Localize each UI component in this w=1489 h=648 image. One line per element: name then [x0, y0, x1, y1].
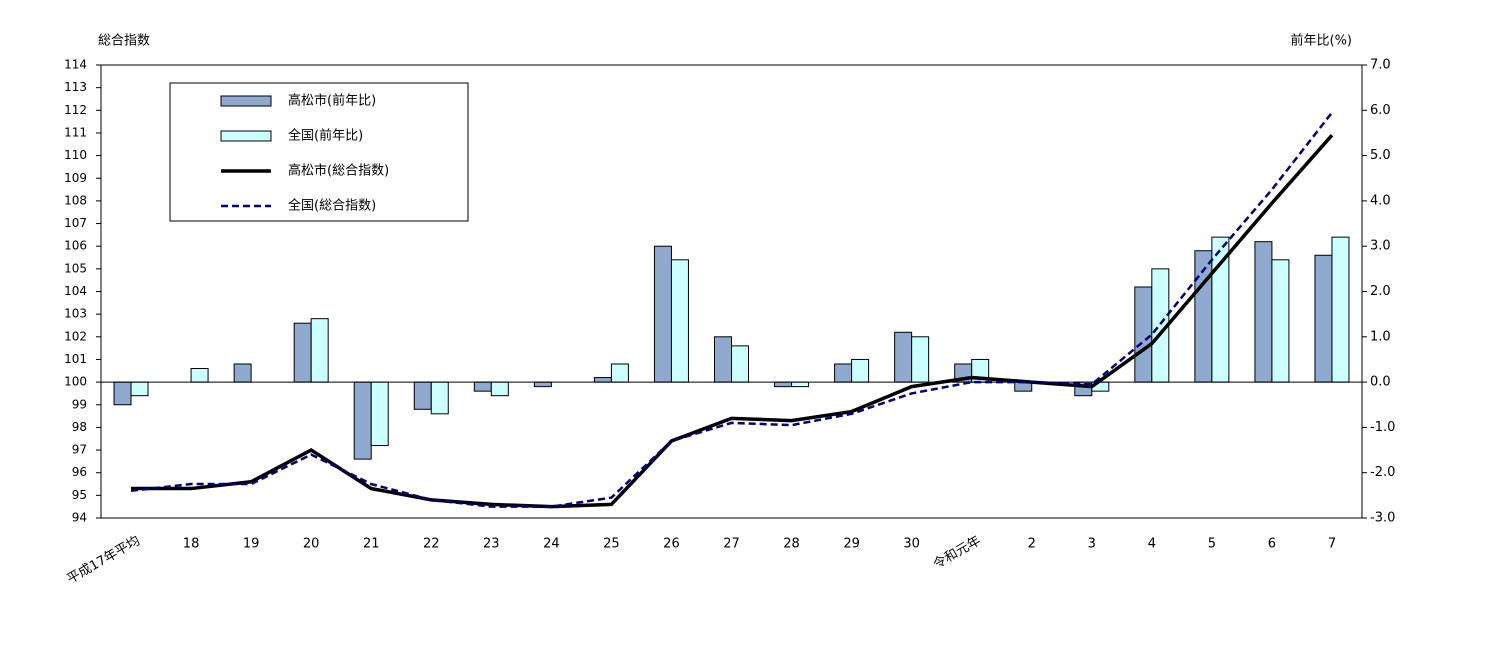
bar — [1254, 241, 1273, 383]
x-tick-label: 23 — [483, 537, 500, 552]
bar — [113, 381, 132, 406]
x-tick-label: 21 — [363, 537, 380, 552]
y2-tick-label: 1.0 — [1370, 329, 1391, 344]
y-tick-label: 110 — [64, 148, 87, 162]
bar — [714, 336, 732, 383]
bar — [851, 358, 870, 383]
bar — [894, 331, 913, 383]
y-tick-label: 100 — [64, 375, 87, 389]
bar — [791, 381, 810, 388]
x-tick-label: 7 — [1328, 537, 1336, 552]
legend-label: 高松市(総合指数) — [288, 163, 389, 179]
bar — [473, 381, 492, 392]
x-tick-label: 18 — [183, 537, 200, 552]
bar — [130, 381, 149, 397]
x-tick-label: 22 — [423, 537, 440, 552]
y2-axis-title: 前年比(%) — [1291, 33, 1353, 49]
bar — [774, 381, 793, 388]
y-tick-label: 102 — [64, 329, 87, 343]
y-tick-label: 94 — [72, 511, 87, 525]
bar — [233, 363, 252, 383]
y2-tick-label: -2.0 — [1370, 465, 1395, 480]
y-tick-label: 96 — [72, 465, 87, 479]
bar — [413, 381, 432, 410]
x-tick-label: 19 — [243, 537, 260, 552]
legend-label: 高松市(前年比) — [288, 93, 376, 109]
x-tick-label: 24 — [543, 537, 560, 552]
bar — [670, 259, 689, 383]
y2-tick-label: -3.0 — [1370, 511, 1395, 526]
x-tick-label: 5 — [1208, 537, 1216, 552]
y-tick-label: 109 — [64, 171, 87, 185]
bar — [1271, 259, 1290, 383]
y-axis-title: 総合指数 — [98, 34, 150, 49]
x-tick-label: 29 — [843, 537, 860, 552]
x-tick-label: 27 — [723, 537, 740, 552]
x-tick-label: 25 — [603, 537, 620, 552]
y-tick-label: 112 — [64, 103, 87, 117]
x-tick-label: 30 — [903, 537, 920, 552]
x-tick-label: 3 — [1088, 537, 1096, 552]
legend-box — [169, 82, 469, 222]
y-tick-label: 114 — [64, 58, 87, 72]
bar — [190, 368, 209, 383]
bar — [310, 318, 329, 383]
legend-swatch — [220, 95, 272, 107]
y2-tick-label: 3.0 — [1370, 239, 1391, 254]
y-tick-label: 103 — [64, 307, 87, 321]
bar — [293, 322, 312, 383]
y2-tick-label: 2.0 — [1370, 284, 1391, 299]
line — [130, 111, 1333, 508]
y2-tick-label: 6.0 — [1370, 103, 1391, 118]
x-tick-label: 4 — [1148, 537, 1156, 552]
legend-label: 全国(前年比) — [288, 128, 363, 144]
bar — [731, 345, 749, 383]
bar — [1314, 254, 1333, 383]
bar — [593, 377, 612, 383]
x-tick-label: 20 — [303, 537, 320, 552]
bar — [533, 381, 552, 388]
y2-tick-label: 4.0 — [1370, 193, 1391, 208]
bar — [911, 336, 930, 383]
bar — [490, 381, 509, 397]
plot-frame — [100, 64, 1363, 519]
x-tick-label: 2 — [1028, 537, 1036, 552]
line — [131, 134, 1334, 509]
legend-swatch — [220, 130, 272, 142]
y2-tick-label: 5.0 — [1370, 148, 1391, 163]
y-tick-label: 95 — [72, 488, 87, 502]
y2-tick-label: 7.0 — [1370, 58, 1391, 73]
y-tick-label: 108 — [64, 193, 87, 207]
bar — [1331, 236, 1350, 383]
y-tick-label: 101 — [64, 352, 87, 366]
y-tick-label: 111 — [64, 125, 87, 139]
y-tick-label: 99 — [72, 397, 87, 411]
x-tick-label: 平成17年平均 — [65, 534, 143, 588]
bar — [610, 363, 629, 383]
y-tick-label: 97 — [72, 443, 87, 457]
bar — [430, 381, 449, 415]
x-tick-label: 26 — [663, 537, 680, 552]
y-tick-label: 113 — [64, 80, 87, 94]
y-tick-label: 98 — [72, 420, 87, 434]
y-tick-label: 104 — [64, 284, 87, 298]
y2-tick-label: -1.0 — [1370, 420, 1395, 435]
y-tick-label: 106 — [64, 239, 87, 253]
bar — [1134, 286, 1153, 383]
legend-label: 全国(総合指数) — [288, 198, 376, 214]
bar — [370, 381, 389, 447]
y2-tick-label: 0.0 — [1370, 375, 1391, 390]
y-tick-label: 105 — [64, 261, 87, 275]
bar — [353, 381, 372, 460]
bar — [653, 245, 672, 383]
x-tick-label: 令和元年 — [931, 534, 984, 573]
bar — [834, 363, 853, 383]
x-tick-label: 28 — [783, 537, 800, 552]
x-tick-label: 6 — [1268, 537, 1276, 552]
y-tick-label: 107 — [64, 216, 87, 230]
